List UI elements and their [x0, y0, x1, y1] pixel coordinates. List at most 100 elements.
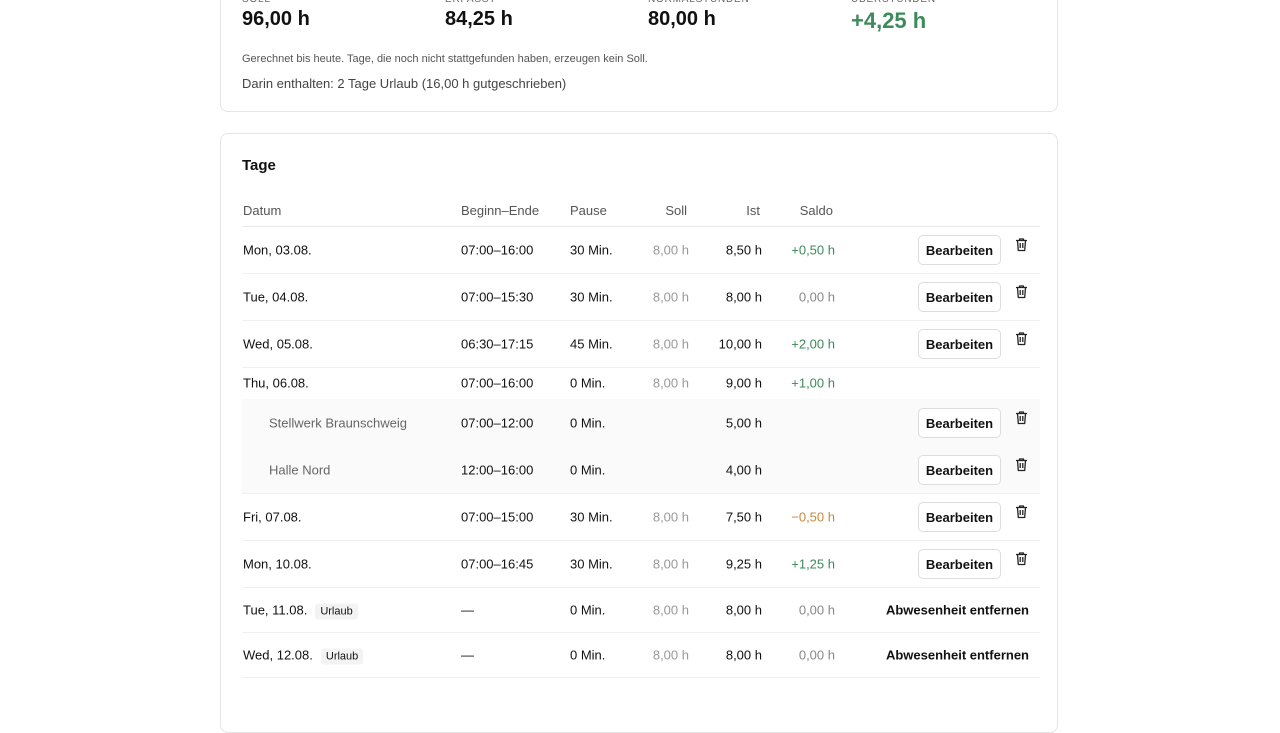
- day-row: Mon, 03.08. 07:00–16:00 30 Min. 8,00 h 8,50 …: [242, 226, 1040, 274]
- date: Mon, 03.08.: [243, 242, 312, 257]
- pause: 30 Min.: [570, 556, 613, 571]
- pause: 0 Min.: [570, 415, 606, 430]
- date-cell: Fri, 07.08.: [243, 509, 302, 524]
- stat-label: SOLL: [242, 0, 271, 5]
- day-row: Tue, 11.08. Urlaub — 0 Min. 8,00 h 8,00 h 0,00…: [242, 587, 1040, 633]
- note: Gerechnet bis heute. Tage, die noch nich…: [242, 53, 648, 65]
- date: Fri, 07.08.: [243, 509, 302, 524]
- pause: 0 Min.: [570, 602, 606, 617]
- soll: 8,00 h: [652, 242, 689, 257]
- ist: 8,00 h: [725, 289, 762, 304]
- column-header: Datum: [243, 203, 282, 218]
- ist: 10,00 h: [718, 336, 762, 351]
- soll: 8,00 h: [652, 602, 689, 617]
- date-cell: Wed, 05.08.: [243, 336, 313, 351]
- saldo: 0,00 h: [798, 602, 835, 617]
- pause: 30 Min.: [570, 509, 613, 524]
- date: Tue, 04.08.: [243, 289, 309, 304]
- stat-value: 80,00 h: [648, 8, 716, 30]
- day-row: Wed, 05.08. 06:30–17:15 45 Min. 8,00 h 10,00…: [242, 320, 1040, 368]
- column-header: Saldo: [799, 203, 833, 218]
- date-cell: Thu, 06.08.: [243, 376, 309, 391]
- delete-icon[interactable]: [1015, 504, 1028, 521]
- remove-absence[interactable]: Abwesenheit entfernen: [885, 647, 1029, 662]
- included: Darin enthalten: 2 Tage Urlaub (16,00 h …: [242, 76, 567, 91]
- edit-button[interactable]: Bearbeiten: [918, 234, 1001, 265]
- date-cell: Tue, 11.08. Urlaub: [243, 602, 358, 619]
- stat-label: ÜBERSTUNDEN: [851, 0, 936, 5]
- stat-label: ERFASST: [445, 0, 496, 5]
- remove-absence[interactable]: Abwesenheit entfernen: [885, 602, 1029, 617]
- date: Mon, 10.08.: [243, 556, 312, 571]
- ist: 8,00 h: [725, 602, 762, 617]
- time-range: 07:00–16:45: [461, 556, 534, 571]
- delete-icon[interactable]: [1015, 331, 1028, 348]
- edit-button[interactable]: Bearbeiten: [918, 281, 1001, 312]
- edit-button[interactable]: Bearbeiten: [918, 548, 1001, 579]
- edit-button[interactable]: Bearbeiten: [918, 454, 1001, 485]
- absence-badge: Urlaub: [320, 648, 364, 664]
- pause: 30 Min.: [570, 289, 613, 304]
- trash-icon[interactable]: [1015, 457, 1028, 471]
- trash-icon[interactable]: [1015, 331, 1028, 345]
- pause: 30 Min.: [570, 242, 613, 257]
- edit-button[interactable]: Bearbeiten: [918, 501, 1001, 532]
- time-range: 07:00–12:00: [461, 415, 534, 430]
- day-row: Wed, 12.08. Urlaub — 0 Min. 8,00 h 8,00 h 0,00…: [242, 632, 1040, 678]
- saldo: +0,50 h: [791, 242, 835, 257]
- ist: 7,50 h: [725, 509, 762, 524]
- ist: 9,25 h: [725, 556, 762, 571]
- date-cell: Tue, 04.08.: [243, 289, 308, 304]
- page: Gerechnet bis heute. Tage, die noch nich…: [220, 0, 1058, 733]
- soll: 8,00 h: [652, 556, 689, 571]
- edit-button[interactable]: Bearbeiten: [918, 328, 1001, 359]
- column-header: Pause: [570, 203, 607, 218]
- trash-icon[interactable]: [1015, 237, 1028, 251]
- soll: 8,00 h: [652, 647, 689, 662]
- date: Tue, 11.08.: [243, 602, 308, 617]
- time-range: 07:00–15:30: [461, 289, 534, 304]
- stat-value: 96,00 h: [242, 8, 310, 30]
- soll: 8,00 h: [652, 289, 689, 304]
- saldo: 0,00 h: [798, 647, 835, 662]
- pause: 45 Min.: [570, 336, 613, 351]
- date-cell: Wed, 12.08. Urlaub: [243, 647, 364, 664]
- delete-icon[interactable]: [1015, 410, 1028, 427]
- days-card: Tage Datum Beginn–Ende Pause Soll Ist Saldo Mo…: [220, 133, 1058, 733]
- day-row: Thu, 06.08. 07:00–16:00 0 Min. 8,00 h 9,00 h…: [242, 367, 1040, 400]
- header-line: [242, 226, 1040, 227]
- edit-button[interactable]: Bearbeiten: [918, 407, 1001, 438]
- time-range: 07:00–16:00: [461, 242, 534, 257]
- trash-icon[interactable]: [1015, 504, 1028, 518]
- date-cell: Mon, 03.08.: [243, 242, 312, 257]
- trash-icon[interactable]: [1015, 551, 1028, 565]
- saldo: 0,00 h: [798, 289, 835, 304]
- day-row: Stellwerk Braunschweig 07:00–12:00 0 Min. 5…: [242, 399, 1040, 447]
- time-range: 06:30–17:15: [461, 336, 534, 351]
- delete-icon[interactable]: [1015, 457, 1028, 474]
- column-header: Beginn–Ende: [461, 203, 540, 218]
- ist: 5,00 h: [725, 415, 762, 430]
- trash-icon[interactable]: [1015, 284, 1028, 298]
- delete-icon[interactable]: [1015, 237, 1028, 254]
- delete-icon[interactable]: [1015, 284, 1028, 301]
- date-cell: Mon, 10.08.: [243, 556, 312, 571]
- day-row: Fri, 07.08. 07:00–15:00 30 Min. 8,00 h 7,50 …: [242, 493, 1040, 541]
- saldo: −0,50 h: [791, 509, 835, 524]
- trash-icon[interactable]: [1015, 410, 1028, 424]
- pause: 0 Min.: [570, 375, 606, 391]
- day-row: Halle Nord 12:00–16:00 0 Min. 4,00 h Bearbei…: [242, 446, 1040, 494]
- location: Stellwerk Braunschweig: [269, 415, 408, 430]
- ist: 8,00 h: [725, 647, 762, 662]
- soll: 8,00 h: [652, 336, 689, 351]
- time-range: 12:00–16:00: [461, 462, 534, 477]
- absence-badge: Urlaub: [315, 603, 358, 619]
- pause: 0 Min.: [570, 462, 606, 477]
- stat-value: +4,25 h: [851, 8, 927, 33]
- soll: 8,00 h: [652, 375, 689, 391]
- delete-icon[interactable]: [1015, 551, 1028, 568]
- section-title: Tage: [242, 157, 276, 174]
- day-row: Mon, 10.08. 07:00–16:45 30 Min. 8,00 h 9,25 …: [242, 540, 1040, 588]
- time-range: —: [461, 602, 474, 617]
- ist: 9,00 h: [725, 375, 762, 391]
